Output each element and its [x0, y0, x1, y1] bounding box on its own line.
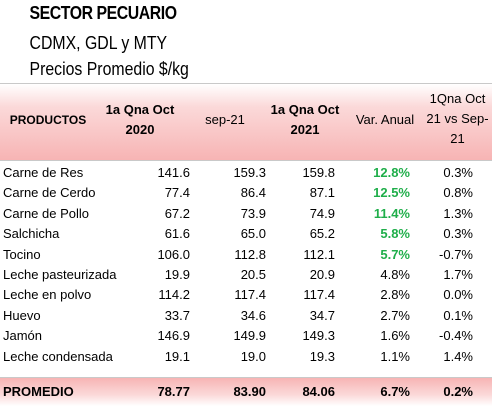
footer-v2020: 78.77	[157, 384, 190, 399]
cell-var-anual: 12.8%	[373, 165, 410, 180]
table-row: Jamón 146.9 149.9 149.3 1.6% -0.4%	[0, 326, 492, 346]
cell-var-anual: 2.8%	[380, 287, 410, 303]
header-col-vs-line2: 21 vs Sep-	[426, 111, 489, 126]
header-col-2021-line2: 2021	[290, 122, 320, 137]
cell-2020: 33.7	[164, 307, 190, 323]
table-row: Leche en polvo 114.2 117.4 117.4 2.8% 0.0%	[0, 285, 492, 305]
page-title: SECTOR PECUARIO	[29, 3, 178, 23]
footer-sep21: 83.90	[233, 384, 266, 399]
cell-vs-sep: 0.3%	[443, 226, 473, 242]
cell-sep21: 117.4	[234, 287, 266, 303]
cell-2020: 77.4	[164, 185, 190, 201]
cell-sep21: 65.0	[240, 226, 266, 242]
cell-var-anual: 11.4%	[373, 205, 410, 221]
product-name: Carne de Pollo	[3, 205, 89, 221]
header-col-var-anual: Var. Anual	[355, 112, 415, 127]
cell-sep21: 86.4	[240, 185, 266, 201]
table-row: Salchicha 61.6 65.0 65.2 5.8% 0.3%	[0, 224, 492, 244]
cell-vs-sep: 1.4%	[443, 348, 473, 364]
cell-vs-sep: 0.0%	[443, 287, 473, 303]
product-name: Salchicha	[3, 226, 60, 242]
cell-var-anual: 1.1%	[380, 348, 410, 364]
header-col-vs-line1: 1Qna Oct	[429, 91, 486, 106]
cell-2021: 20.9	[309, 267, 335, 282]
cell-2021: 117.4	[303, 287, 335, 303]
product-name: Leche en polvo	[3, 287, 92, 303]
table-row: Leche condensada 19.1 19.0 19.3 1.1% 1.4%	[0, 347, 492, 367]
table-row: Tocino 106.0 112.8 112.1 5.7% -0.7%	[0, 245, 492, 265]
cell-2020: 114.2	[158, 287, 190, 303]
header-col-2020: 1a Qna Oct 2020	[100, 100, 180, 140]
product-name: Leche pasteurizada	[3, 267, 117, 282]
table-row: Carne de Cerdo 77.4 86.4 87.1 12.5% 0.8%	[0, 183, 492, 203]
table-header: PRODUCTOS 1a Qna Oct 2020 sep-21 1a Qna …	[0, 83, 492, 161]
table-row: Leche pasteurizada 19.9 20.5 20.9 4.8% 1.7%	[0, 265, 492, 285]
footer-row: PROMEDIO 78.77 83.90 84.06 6.7% 0.2%	[0, 382, 492, 402]
cell-sep21: 112.8	[234, 246, 266, 262]
cell-2021: 149.3	[302, 328, 335, 344]
cell-var-anual: 1.6%	[380, 328, 410, 344]
subtitle-region: CDMX, GDL y MTY	[29, 33, 168, 53]
cell-2020: 146.9	[157, 328, 190, 344]
cell-2020: 61.6	[164, 226, 190, 242]
product-name: Leche condensada	[3, 348, 113, 364]
header-col-vs-line3: 21	[450, 131, 465, 146]
header-col-2020-line2: 2020	[125, 122, 155, 137]
table-footer: PROMEDIO 78.77 83.90 84.06 6.7% 0.2%	[0, 377, 492, 406]
table-row: Huevo 33.7 34.6 34.7 2.7% 0.1%	[0, 306, 492, 326]
cell-var-anual: 5.8%	[380, 226, 410, 242]
footer-v2021: 84.06	[302, 384, 335, 399]
subtitle-units: Precios Promedio $/kg	[29, 59, 189, 79]
cell-sep21: 20.5	[240, 267, 266, 282]
cell-vs-sep: -0.4%	[439, 328, 473, 344]
cell-sep21: 34.6	[240, 307, 266, 323]
cell-2020: 141.6	[157, 165, 190, 180]
cell-vs-sep: 1.3%	[443, 205, 473, 221]
header-col-vs: 1Qna Oct 21 vs Sep- 21	[425, 89, 490, 149]
cell-2020: 106.0	[157, 246, 190, 262]
table-row: Carne de Pollo 67.2 73.9 74.9 11.4% 1.3%	[0, 204, 492, 224]
header-productos: PRODUCTOS	[9, 113, 87, 127]
cell-vs-sep: 0.3%	[443, 165, 473, 180]
cell-var-anual: 4.8%	[380, 267, 410, 282]
cell-vs-sep: 1.7%	[443, 267, 473, 282]
product-name: Carne de Cerdo	[3, 185, 96, 201]
cell-vs-sep: 0.8%	[443, 185, 473, 201]
cell-2020: 19.9	[164, 267, 190, 282]
header-col-2020-line1: 1a Qna Oct	[105, 102, 175, 117]
cell-vs-sep: -0.7%	[439, 246, 473, 262]
cell-2020: 67.2	[164, 205, 190, 221]
footer-vs: 0.2%	[443, 384, 473, 399]
header-col-2021-line1: 1a Qna Oct	[270, 102, 340, 117]
cell-var-anual: 5.7%	[380, 246, 410, 262]
cell-2021: 34.7	[309, 307, 335, 323]
cell-sep21: 73.9	[240, 205, 266, 221]
table-row: Carne de Res 141.6 159.3 159.8 12.8% 0.3%	[0, 163, 492, 183]
cell-2021: 159.8	[302, 165, 335, 180]
cell-2021: 74.9	[309, 205, 335, 221]
cell-2021: 65.2	[309, 226, 335, 242]
cell-sep21: 159.3	[233, 165, 266, 180]
cell-sep21: 149.9	[233, 328, 266, 344]
cell-vs-sep: 0.1%	[443, 307, 473, 323]
cell-2021: 112.1	[303, 246, 335, 262]
product-name: Tocino	[3, 246, 41, 262]
product-name: Jamón	[3, 328, 43, 344]
cell-2021: 87.1	[309, 185, 335, 201]
cell-var-anual: 2.7%	[380, 307, 410, 323]
footer-label: PROMEDIO	[3, 384, 74, 399]
product-name: Carne de Res	[3, 165, 84, 180]
cell-sep21: 19.0	[240, 348, 266, 364]
cell-2021: 19.3	[309, 348, 335, 364]
product-name: Huevo	[3, 307, 41, 323]
header-col-sep21: sep-21	[205, 112, 245, 127]
cell-var-anual: 12.5%	[373, 185, 410, 201]
cell-2020: 19.1	[164, 348, 190, 364]
footer-var: 6.7%	[380, 384, 410, 399]
header-col-2021: 1a Qna Oct 2021	[265, 100, 345, 140]
